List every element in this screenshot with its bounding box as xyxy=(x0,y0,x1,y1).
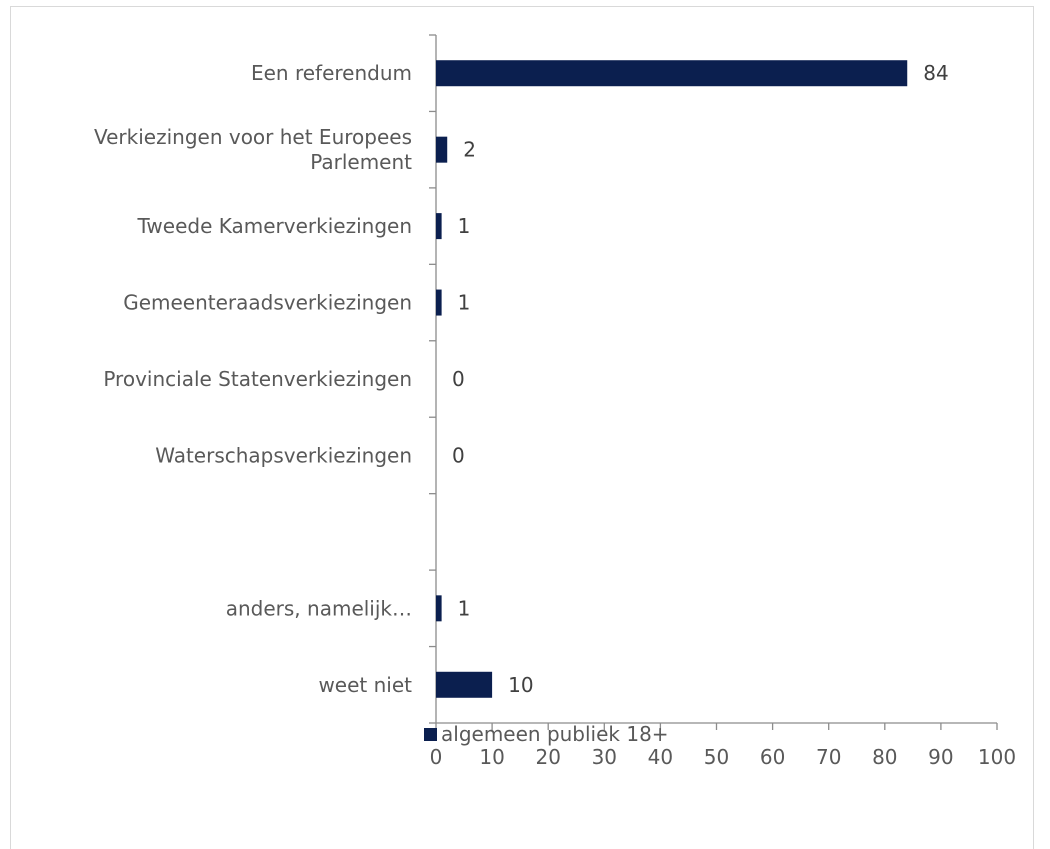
category-label: anders, namelijk… xyxy=(226,596,412,620)
category-labels: Een referendum Verkiezingen voor het Euro… xyxy=(94,61,412,697)
data-label: 0 xyxy=(452,367,465,391)
category-label: Verkiezingen voor het Europees Parlement xyxy=(94,125,412,174)
category-label: Waterschapsverkiezingen xyxy=(155,443,412,467)
x-tick-labels: 0 10 20 30 40 50 60 70 80 90 100 xyxy=(430,745,1016,769)
data-label: 1 xyxy=(458,291,471,315)
x-tick-label: 70 xyxy=(816,745,841,769)
x-tick-label: 20 xyxy=(535,745,560,769)
data-label: 2 xyxy=(463,138,476,162)
data-label: 1 xyxy=(458,596,471,620)
bar xyxy=(436,60,908,87)
category-label: Gemeenteraadsverkiezingen xyxy=(123,291,412,315)
x-tick-label: 90 xyxy=(928,745,953,769)
axes xyxy=(429,34,998,730)
data-label: 0 xyxy=(452,443,465,467)
x-tick-label: 50 xyxy=(704,745,729,769)
bars xyxy=(436,60,908,698)
x-tick-label: 60 xyxy=(760,745,785,769)
bar xyxy=(436,136,448,163)
chart-frame xyxy=(10,6,1034,849)
data-label: 1 xyxy=(458,214,471,238)
category-label: Tweede Kamerverkiezingen xyxy=(137,214,412,238)
category-label: weet niet xyxy=(318,673,412,697)
legend-swatch xyxy=(424,727,437,741)
bar xyxy=(436,671,493,698)
x-tick-label: 0 xyxy=(430,745,443,769)
data-label: 84 xyxy=(923,61,948,85)
bar xyxy=(436,595,442,622)
x-tick-label: 80 xyxy=(872,745,897,769)
legend-label: algemeen publiek 18+ xyxy=(441,722,669,746)
x-tick-label: 40 xyxy=(648,745,673,769)
data-label: 10 xyxy=(508,673,533,697)
x-tick-label: 10 xyxy=(479,745,504,769)
x-tick-label: 100 xyxy=(978,745,1016,769)
bar xyxy=(436,289,442,316)
legend: algemeen publiek 18+ xyxy=(424,721,669,747)
bar xyxy=(436,213,442,240)
x-tick-label: 30 xyxy=(592,745,617,769)
category-label: Provinciale Statenverkiezingen xyxy=(103,367,412,391)
category-label: Een referendum xyxy=(251,61,412,85)
